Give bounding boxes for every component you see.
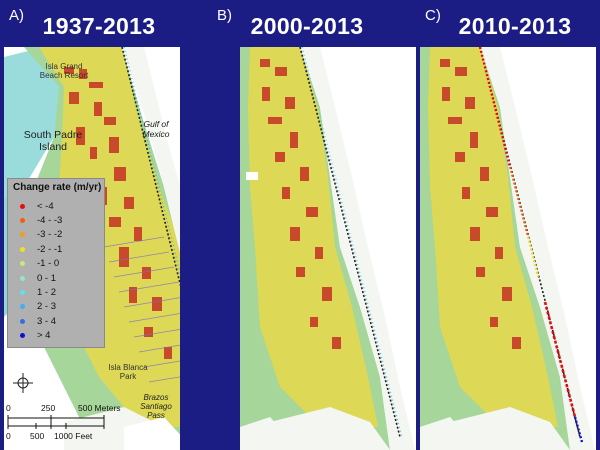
legend-swatch-icon — [20, 217, 25, 223]
legend-item: > 4 — [20, 329, 50, 343]
scale-meters-250: 250 — [41, 403, 56, 413]
panel-label: C) — [425, 7, 441, 24]
panel-title: 1937-2013 — [42, 13, 156, 39]
legend-item: 2 - 3 — [20, 300, 56, 314]
gulf-label: Gulf of Mexico — [142, 119, 170, 139]
map-image — [240, 47, 416, 450]
legend-label: -4 - -3 — [37, 214, 63, 226]
legend-item: -1 - 0 — [20, 257, 59, 271]
panel-b: B) 2000-2013 — [212, 0, 416, 450]
legend-item: -4 - -3 — [20, 213, 62, 227]
scale-feet-1000: 1000 Feet — [54, 431, 93, 441]
map-panel — [240, 47, 416, 450]
panel-title: 2010-2013 — [458, 13, 572, 39]
legend-item: < -4 — [20, 199, 54, 213]
legend-swatch-icon — [20, 304, 25, 310]
panel-c: C) 2010-2013 — [420, 0, 596, 450]
legend-label: 3 - 4 — [37, 315, 57, 327]
panel-title: 2000-2013 — [250, 13, 364, 39]
panel-label: A) — [9, 7, 24, 24]
legend-label: 0 - 1 — [37, 272, 57, 284]
scale-feet-0: 0 — [6, 431, 11, 441]
legend-label: -2 - -1 — [37, 243, 63, 255]
legend-label: > 4 — [37, 330, 51, 342]
legend-swatch-icon — [20, 289, 25, 295]
resort-label: Isla Grand Beach Resort — [39, 62, 89, 80]
legend-swatch-icon — [20, 318, 25, 324]
legend-item: 1 - 2 — [20, 285, 56, 299]
map-panel — [420, 47, 596, 450]
legend-label: -3 - -2 — [37, 229, 63, 241]
legend-swatch-icon — [20, 246, 25, 252]
scale-bar: 0 250 500 Meters 0 500 1000 Feet — [6, 403, 121, 448]
legend-label: < -4 — [37, 200, 54, 212]
panel-label: B) — [217, 7, 232, 24]
legend-swatch-icon — [20, 333, 25, 339]
scale-meters-500: 500 Meters — [78, 403, 121, 413]
park-label: Isla Blanca Park — [108, 363, 148, 381]
legend-title: Change rate (m/yr) — [13, 182, 102, 193]
legend-item: -2 - -1 — [20, 242, 62, 256]
scale-feet-500: 500 — [30, 431, 45, 441]
legend-swatch-icon — [20, 232, 25, 238]
pass-label: Brazos Santiago Pass — [140, 393, 172, 420]
legend-label: 2 - 3 — [37, 301, 57, 313]
scale-meters-0: 0 — [6, 403, 11, 413]
panel-a: A) 1937-2013 — [4, 0, 180, 450]
legend-item: 0 - 1 — [20, 271, 56, 285]
map-image — [420, 47, 596, 450]
legend-label: 1 - 2 — [37, 286, 57, 298]
island-label: South Padre Island — [23, 129, 83, 153]
legend-swatch-icon — [20, 203, 25, 209]
legend: Change rate (m/yr) < -4 -4 - -3 -3 - -2 -2 … — [7, 178, 105, 348]
legend-item: 3 - 4 — [20, 314, 56, 328]
legend-swatch-icon — [20, 275, 25, 281]
legend-item: -3 - -2 — [20, 228, 62, 242]
compass-icon — [13, 373, 33, 393]
legend-label: -1 - 0 — [37, 258, 60, 270]
legend-swatch-icon — [20, 261, 25, 267]
